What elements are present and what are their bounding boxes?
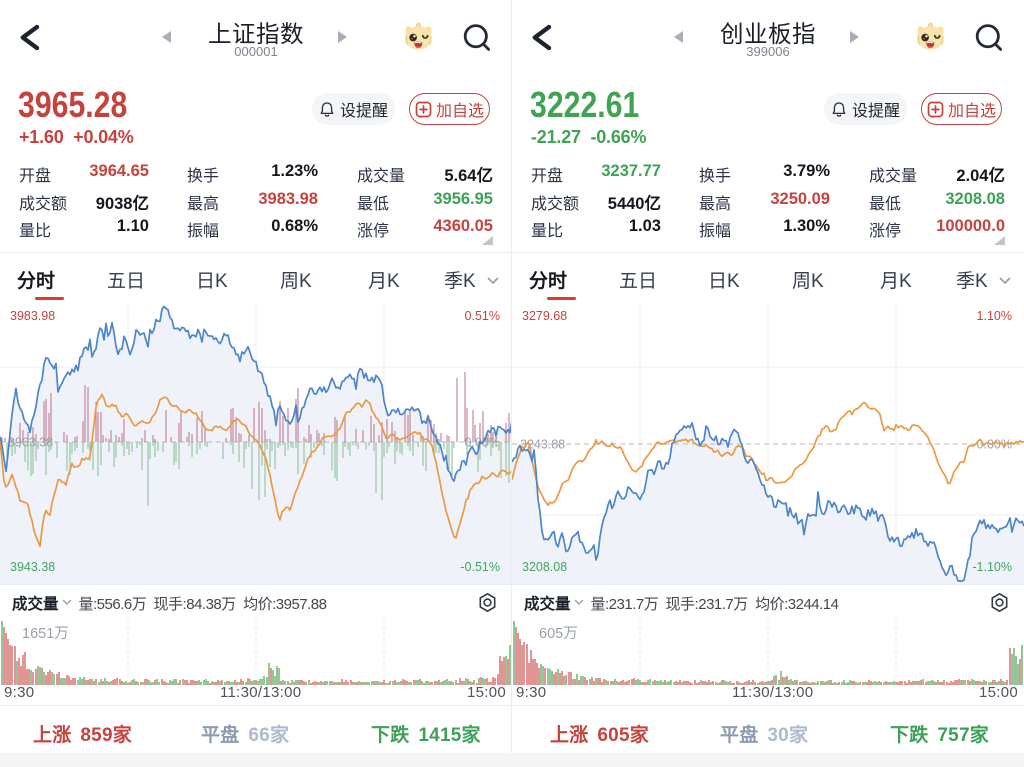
svg-text:3243.88: 3243.88	[520, 438, 565, 452]
svg-text:0.00%: 0.00%	[977, 438, 1012, 452]
